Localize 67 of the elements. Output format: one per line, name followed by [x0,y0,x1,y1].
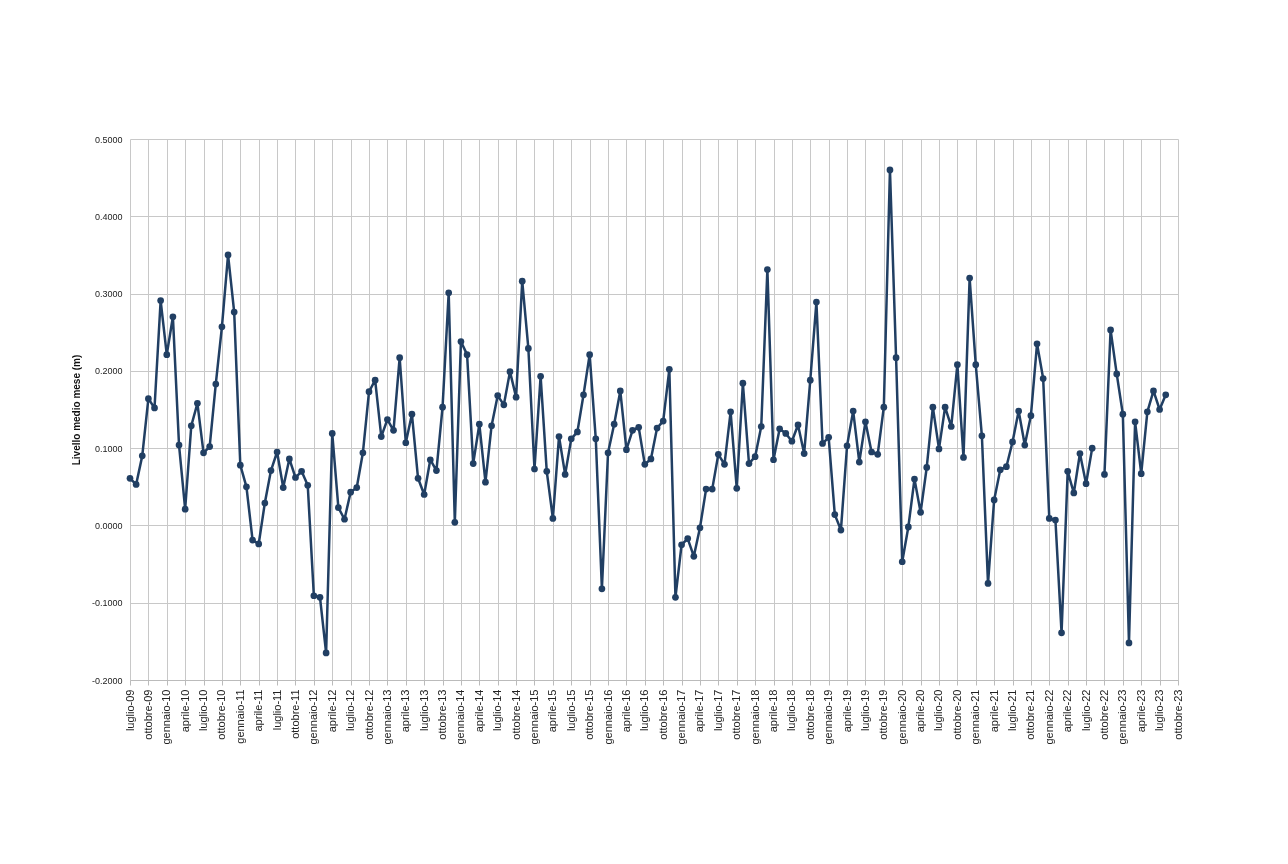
x-tick-label: gennaio-22 [1042,689,1055,745]
y-tick-label: 0.5000 [94,134,123,145]
x-tick-label: aprile-18 [767,689,780,733]
x-tick-label: gennaio-14 [454,689,467,745]
x-tick-label: aprile-19 [840,689,853,733]
x-tick-label: luglio-14 [491,689,504,732]
x-tick-label: luglio-16 [638,689,651,732]
x-tick-label: gennaio-15 [527,689,540,745]
y-tick-label: -0.1000 [91,598,123,609]
x-tick-label: gennaio-13 [380,689,393,745]
x-tick-label: ottobre-14 [509,689,522,740]
x-tick-label: luglio-19 [858,689,871,732]
x-tick-label: aprile-22 [1061,689,1074,733]
x-tick-label: ottobre-21 [1024,689,1037,740]
x-tick-label: ottobre-17 [730,689,743,740]
x-tick-label: aprile-20 [914,689,927,733]
x-tick-label: gennaio-11 [233,689,246,744]
x-tick-label: ottobre-13 [436,689,449,740]
x-tick-label: luglio-12 [344,689,357,732]
x-tick-label: ottobre-10 [215,689,228,740]
x-tick-label: gennaio-12 [307,689,320,745]
x-tick-label: luglio-09 [123,689,136,732]
x-tick-label: gennaio-23 [1116,689,1129,745]
x-tick-label: aprile-17 [693,689,706,733]
x-tick-label: aprile-10 [178,689,191,733]
x-tick-label: luglio-18 [785,689,798,732]
x-tick-label: luglio-23 [1153,689,1166,732]
x-tick-label: luglio-15 [564,689,577,732]
x-tick-label: ottobre-19 [877,689,890,740]
x-tick-label: luglio-22 [1079,689,1092,732]
x-tick-label: gennaio-19 [822,689,835,745]
x-tick-label: luglio-17 [711,689,724,732]
x-tick-label: ottobre-18 [803,689,816,740]
y-tick-label: 0.4000 [94,211,123,222]
x-tick-label: aprile-13 [399,689,412,733]
x-tick-label: ottobre-12 [362,689,375,740]
x-tick-label: gennaio-18 [748,689,761,745]
x-tick-label: gennaio-16 [601,689,614,745]
x-tick-label: ottobre-16 [656,689,669,740]
x-tick-label: gennaio-17 [675,689,688,745]
x-tick-label: luglio-11 [270,689,283,731]
x-tick-label: gennaio-21 [969,689,982,745]
x-tick-label: gennaio-10 [160,689,173,745]
x-tick-label: aprile-14 [472,689,485,733]
x-tick-label: aprile-21 [987,689,1000,733]
x-tick-label: gennaio-20 [895,689,908,745]
x-tick-label: ottobre-23 [1171,689,1184,740]
x-tick-label: luglio-13 [417,689,430,732]
x-tick-label: aprile-15 [546,689,559,733]
x-tick-label: aprile-11 [252,689,265,732]
x-tick-label: ottobre-09 [141,689,154,740]
y-tick-label: 0.1000 [94,443,123,454]
y-axis-title: Livello medio mese (m) [70,354,82,466]
x-tick-label: aprile-16 [619,689,632,733]
x-tick-label: luglio-21 [1006,689,1019,732]
y-tick-label: 0.3000 [94,289,123,300]
x-tick-label: aprile-23 [1134,689,1147,733]
y-tick-label: 0.2000 [94,366,123,377]
x-tick-label: ottobre-20 [950,689,963,740]
y-tick-label: -0.2000 [91,675,123,686]
x-tick-label: ottobre-15 [583,689,596,740]
x-tick-label: ottobre-22 [1097,689,1110,740]
x-tick-label: luglio-10 [197,689,210,732]
x-tick-label: ottobre-11 [288,689,301,739]
y-tick-label: 0.0000 [94,520,123,531]
x-tick-label: luglio-20 [932,689,945,732]
x-tick-label: aprile-12 [325,689,338,733]
